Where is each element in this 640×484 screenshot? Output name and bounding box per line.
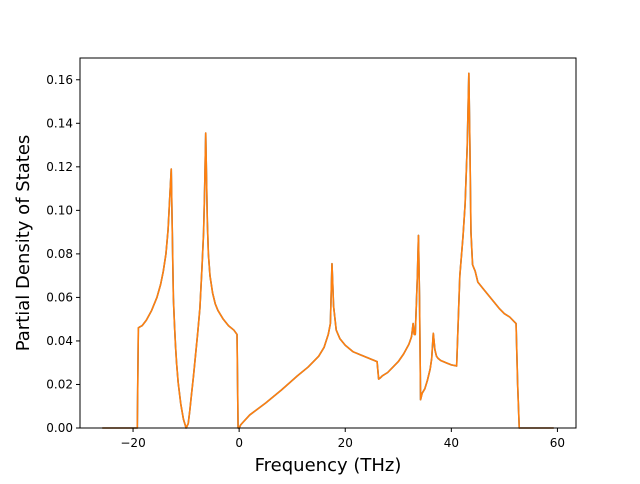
pdos-series-line-2 [102, 72, 554, 429]
y-tick-label: 0.16 [46, 73, 73, 87]
y-tick-label: 0.12 [46, 160, 73, 174]
x-tick-label: 60 [550, 436, 565, 450]
series-layer [102, 72, 554, 429]
plot-frame [79, 57, 577, 429]
y-tick-label: 0.14 [46, 116, 73, 130]
y-axis-ticks: 0.00 0.02 0.04 0.06 0.08 0.10 0.12 0.14 0.16 [46, 73, 80, 435]
y-tick-label: 0.10 [46, 203, 73, 217]
x-tick-label: 0 [235, 436, 243, 450]
x-tick-label: 20 [338, 436, 353, 450]
x-tick-label: 40 [444, 436, 459, 450]
y-tick-label: 0.04 [46, 334, 73, 348]
x-axis-ticks: −20 0 20 40 60 [120, 428, 565, 450]
plot-area [80, 58, 576, 428]
y-tick-label: 0.00 [46, 421, 73, 435]
y-tick-label: 0.02 [46, 377, 73, 391]
y-tick-label: 0.08 [46, 247, 73, 261]
y-tick-label: 0.06 [46, 290, 73, 304]
x-axis-label: Frequency (THz) [255, 455, 402, 476]
y-axis-label: Partial Density of States [13, 135, 34, 352]
x-tick-label: −20 [120, 436, 145, 450]
